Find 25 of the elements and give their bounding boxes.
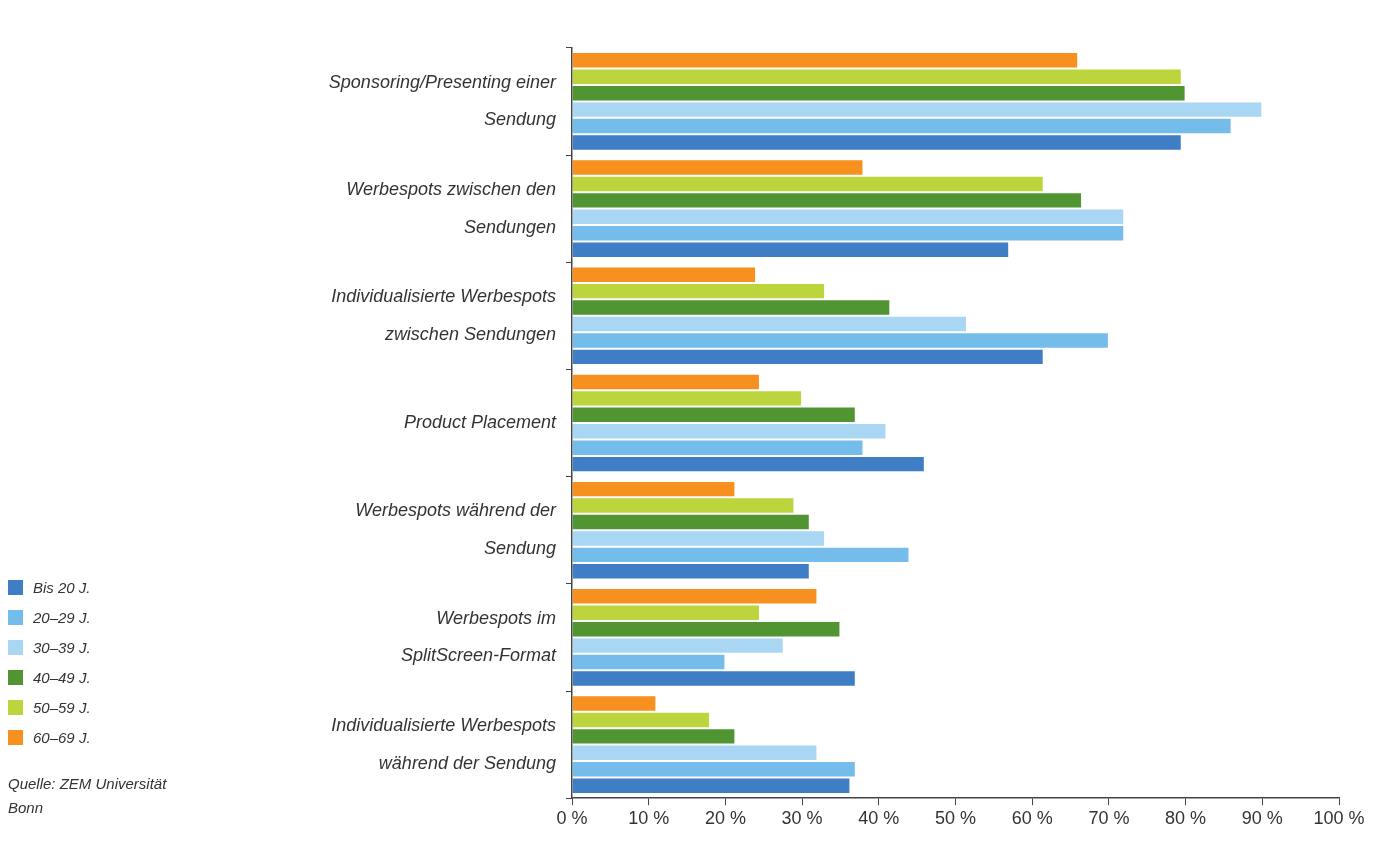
y-tick-label: Werbespots zwischen den Sendungen xyxy=(346,178,556,237)
x-tick-label: 60 % xyxy=(1011,807,1053,828)
y-tick-label: Werbespots im SplitScreen-Format xyxy=(400,607,557,666)
x-tick-label: 100 % xyxy=(1313,807,1365,828)
y-tick-label: Individualisierte Werbespots während der Sendung xyxy=(331,714,556,773)
x-tick-label: 90 % xyxy=(1241,807,1283,828)
x-tick-label: 0 % xyxy=(556,807,588,828)
y-tick-label: Sponsoring/Presenting einer Sendung xyxy=(328,71,557,130)
y-tick-label: Individualisierte Werbespots zwischen Sendungen xyxy=(331,285,556,344)
source-note: Quelle: ZEM Universität Bonn xyxy=(8,774,168,818)
y-tick-label: Product Placement xyxy=(403,412,557,432)
x-tick-label: 10 % xyxy=(628,807,670,828)
legend-label: 20–29 J. xyxy=(33,608,91,626)
legend-label: 60–69 J. xyxy=(33,728,91,746)
x-tick-label: 70 % xyxy=(1088,807,1130,828)
legend-label: 50–59 J. xyxy=(33,698,91,716)
x-tick-label: 20 % xyxy=(704,807,746,828)
x-tick-label: 40 % xyxy=(858,807,900,828)
y-tick-label: Werbespots während der Sendung xyxy=(355,500,557,559)
legend-label: 40–49 J. xyxy=(33,668,91,686)
x-tick-label: 30 % xyxy=(781,807,823,828)
x-tick-label: 80 % xyxy=(1165,807,1207,828)
legend-label: 30–39 J. xyxy=(33,638,91,656)
x-tick-label: 50 % xyxy=(934,807,977,828)
legend-label: Bis 20 J. xyxy=(33,578,91,596)
